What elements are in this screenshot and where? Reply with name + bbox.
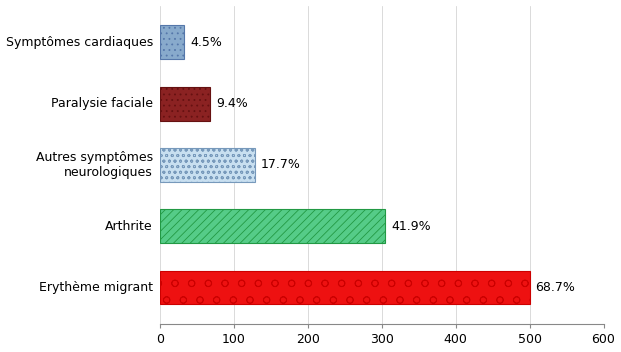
- Text: 9.4%: 9.4%: [216, 97, 248, 110]
- Bar: [160, 271, 530, 304]
- Bar: [160, 87, 210, 120]
- Text: 17.7%: 17.7%: [261, 158, 301, 171]
- Text: 4.5%: 4.5%: [190, 36, 222, 49]
- Text: 68.7%: 68.7%: [535, 281, 575, 294]
- Bar: [160, 25, 184, 59]
- Bar: [160, 148, 255, 182]
- Bar: [160, 209, 385, 243]
- Text: 41.9%: 41.9%: [391, 220, 431, 233]
